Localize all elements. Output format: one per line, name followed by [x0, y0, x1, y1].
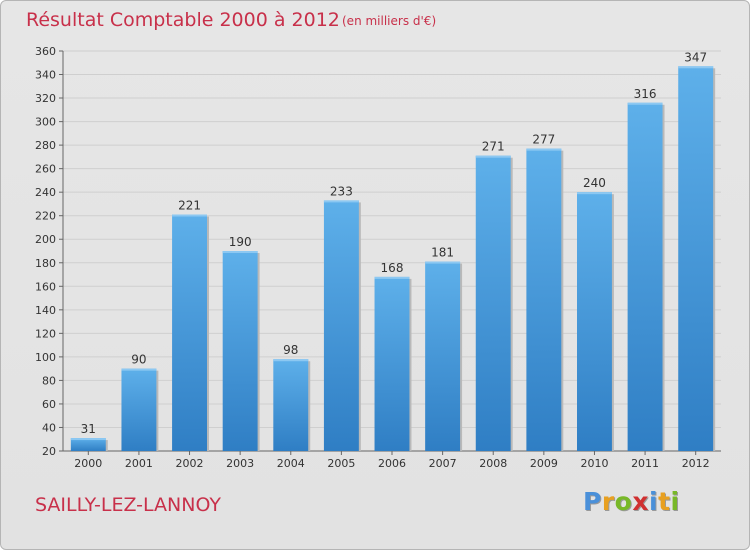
bar-highlight [222, 251, 258, 253]
bar [172, 214, 208, 451]
y-tick-label: 280 [35, 139, 56, 152]
x-tick-label: 2008 [479, 457, 507, 470]
logo-letter: x [632, 487, 649, 516]
y-tick-label: 360 [35, 45, 56, 58]
x-tick-label: 2003 [226, 457, 254, 470]
x-tick-label: 2001 [125, 457, 153, 470]
x-tick-label: 2011 [631, 457, 659, 470]
x-tick-label: 2007 [429, 457, 457, 470]
y-tick-label: 40 [42, 421, 56, 434]
bar-highlight [323, 200, 359, 203]
bar [70, 438, 106, 451]
bar [475, 155, 511, 452]
x-tick-label: 2006 [378, 457, 406, 470]
value-label: 168 [381, 261, 404, 275]
bar [526, 148, 562, 451]
value-label: 277 [532, 133, 555, 147]
y-tick-label: 20 [42, 445, 56, 458]
logo-letter: r [601, 487, 615, 516]
proxiti-logo: Proxiti [583, 487, 680, 516]
y-tick-label: 120 [35, 327, 56, 340]
bar [374, 276, 410, 451]
y-tick-label: 180 [35, 257, 56, 270]
x-tick-label: 2012 [682, 457, 710, 470]
bar [627, 102, 663, 451]
y-tick-label: 240 [35, 186, 56, 199]
y-tick-label: 200 [35, 233, 56, 246]
bar [576, 192, 612, 452]
bar-highlight [121, 368, 157, 371]
x-tick-label: 2010 [580, 457, 608, 470]
bar-highlight [576, 192, 612, 195]
bar [678, 66, 714, 451]
logo-letter: o [614, 487, 633, 516]
y-tick-label: 60 [42, 398, 56, 411]
bar-highlight [678, 66, 714, 69]
logo-letter: i [649, 487, 659, 516]
x-tick-label: 2009 [530, 457, 558, 470]
y-tick-label: 140 [35, 304, 56, 317]
bar [222, 251, 258, 451]
logo-letter: P [583, 487, 602, 516]
bar [425, 261, 461, 451]
value-label: 98 [283, 343, 298, 357]
bar-highlight [526, 148, 562, 151]
value-label: 181 [431, 246, 454, 260]
y-tick-label: 260 [35, 163, 56, 176]
y-tick-label: 220 [35, 210, 56, 223]
bar-highlight [627, 102, 663, 105]
value-label: 240 [583, 176, 606, 190]
bar [323, 200, 359, 451]
x-tick-label: 2000 [74, 457, 102, 470]
value-label: 31 [81, 422, 96, 436]
value-label: 190 [229, 235, 252, 249]
x-tick-label: 2005 [327, 457, 355, 470]
bar [273, 359, 309, 451]
value-label: 271 [482, 140, 505, 154]
y-tick-label: 300 [35, 116, 56, 129]
value-label: 221 [178, 199, 201, 213]
bar-highlight [425, 261, 461, 264]
y-tick-label: 100 [35, 351, 56, 364]
bar [121, 368, 157, 451]
y-tick-label: 320 [35, 92, 56, 105]
y-tick-label: 80 [42, 374, 56, 387]
logo-letter: i [670, 487, 680, 516]
bar-highlight [70, 438, 106, 441]
value-label: 347 [684, 50, 707, 64]
chart-title: Résultat Comptable 2000 à 2012 [26, 9, 340, 31]
y-tick-label: 160 [35, 280, 56, 293]
bar-highlight [273, 359, 309, 362]
value-label: 233 [330, 184, 353, 198]
value-label: 90 [131, 353, 146, 367]
x-tick-label: 2002 [176, 457, 204, 470]
y-tick-label: 340 [35, 69, 56, 82]
value-label: 316 [634, 87, 657, 101]
bar-highlight [475, 155, 511, 158]
city-name: SAILLY-LEZ-LANNOY [35, 494, 221, 516]
chart-subtitle: (en milliers d'€) [342, 14, 437, 28]
bar-highlight [374, 276, 410, 279]
bar-highlight [172, 214, 208, 217]
x-tick-label: 2004 [277, 457, 305, 470]
logo-letter: t [658, 487, 671, 516]
